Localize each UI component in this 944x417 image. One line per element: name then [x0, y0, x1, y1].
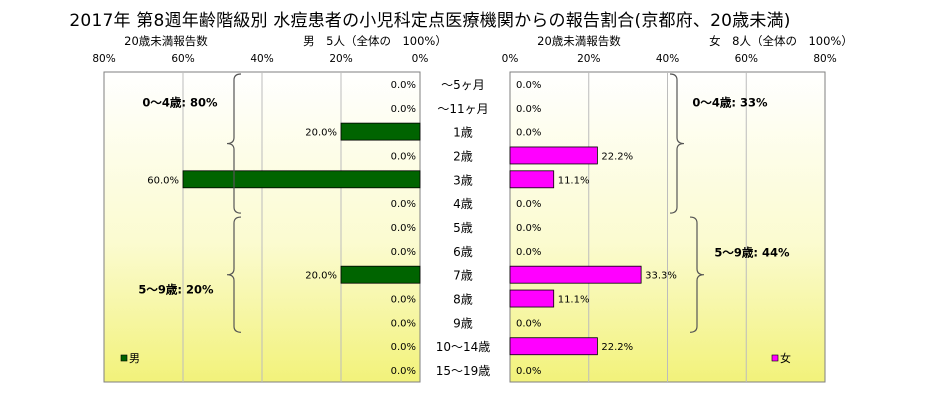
right-brace-5-9 — [689, 216, 705, 333]
right-x-tick-label: 20% — [577, 53, 600, 65]
right-x-tick-label: 60% — [735, 53, 758, 65]
left-x-tick-label: 40% — [250, 53, 273, 65]
male-data-label: 0.0% — [391, 295, 416, 306]
right-annotation-0-4: 0～4歳: 33% — [692, 96, 768, 110]
right-x-tick-label: 0% — [502, 53, 519, 65]
age-category-label: ～11ヶ月 — [437, 102, 488, 116]
female-bar — [509, 265, 642, 284]
male-data-label: 0.0% — [391, 151, 416, 162]
left-x-tick-label: 60% — [171, 53, 194, 65]
female-data-label: 0.0% — [516, 223, 541, 234]
female-data-label: 33.3% — [645, 271, 677, 282]
female-data-label: 0.0% — [516, 366, 541, 377]
female-data-label: 0.0% — [516, 247, 541, 258]
male-data-label: 60.0% — [147, 175, 179, 186]
right-x-tick-label: 40% — [656, 53, 679, 65]
left-header: 男 5人（全体の 100%） — [303, 34, 447, 48]
male-data-label: 0.0% — [391, 342, 416, 353]
male-data-label: 20.0% — [305, 128, 337, 139]
chart-title: 2017年 第8週年齢階級別 水痘患者の小児科定点医療機関からの報告割合(京都府… — [69, 11, 791, 31]
male-bar — [340, 265, 421, 284]
right-x-axis-title: 20歳未満報告数 — [537, 34, 621, 48]
male-bar — [182, 170, 421, 189]
right-x-tick-label: 80% — [813, 53, 836, 65]
female-data-label: 0.0% — [516, 104, 541, 115]
male-data-label: 0.0% — [391, 247, 416, 258]
female-legend-label: 女 — [780, 351, 791, 365]
female-data-label: 0.0% — [516, 199, 541, 210]
male-data-label: 0.0% — [391, 318, 416, 329]
male-data-label: 20.0% — [305, 271, 337, 282]
male-data-label: 0.0% — [391, 80, 416, 91]
female-data-label: 11.1% — [558, 295, 590, 306]
male-legend-swatch — [120, 354, 128, 362]
age-category-label: 5歳 — [453, 221, 473, 235]
male-data-label: 0.0% — [391, 104, 416, 115]
female-data-label: 0.0% — [516, 128, 541, 139]
age-category-label: 6歳 — [453, 245, 473, 259]
age-category-label: 7歳 — [453, 269, 473, 283]
right-brace-0-4 — [669, 73, 685, 214]
male-data-label: 0.0% — [391, 199, 416, 210]
male-data-label: 0.0% — [391, 223, 416, 234]
left-x-tick-label: 80% — [92, 53, 115, 65]
age-category-label: 15～19歳 — [436, 364, 491, 378]
female-data-label: 22.2% — [601, 151, 633, 162]
male-legend-label: 男 — [129, 352, 140, 365]
male-bar — [340, 122, 421, 141]
left-brace-5-9 — [226, 216, 242, 333]
female-data-label: 22.2% — [601, 342, 633, 353]
female-bar — [509, 170, 555, 189]
age-category-label: 10～14歳 — [436, 340, 491, 354]
female-legend-swatch — [771, 354, 779, 362]
age-category-label: 4歳 — [453, 197, 473, 211]
male-data-label: 0.0% — [391, 366, 416, 377]
left-annotation-0-4: 0～4歳: 80% — [142, 96, 218, 110]
age-category-label: ～5ヶ月 — [441, 78, 485, 92]
age-category-label: 9歳 — [453, 316, 473, 330]
female-bar — [509, 289, 555, 308]
female-bar — [509, 337, 598, 356]
left-annotation-5-9: 5～9歳: 20% — [138, 283, 214, 297]
female-data-label: 0.0% — [516, 318, 541, 329]
age-category-label: 2歳 — [453, 149, 473, 163]
age-category-label: 3歳 — [453, 173, 473, 187]
right-annotation-5-9: 5～9歳: 44% — [714, 246, 790, 260]
left-x-tick-label: 0% — [412, 53, 429, 65]
left-x-axis-title: 20歳未満報告数 — [124, 34, 208, 48]
left-x-tick-label: 20% — [329, 53, 352, 65]
female-data-label: 0.0% — [516, 80, 541, 91]
female-bar — [509, 146, 598, 165]
age-category-label: 1歳 — [453, 126, 473, 140]
right-header: 女 8人（全体の 100%） — [709, 34, 853, 48]
female-data-label: 11.1% — [558, 175, 590, 186]
left-brace-0-4 — [226, 73, 242, 214]
age-category-label: 8歳 — [453, 293, 473, 307]
